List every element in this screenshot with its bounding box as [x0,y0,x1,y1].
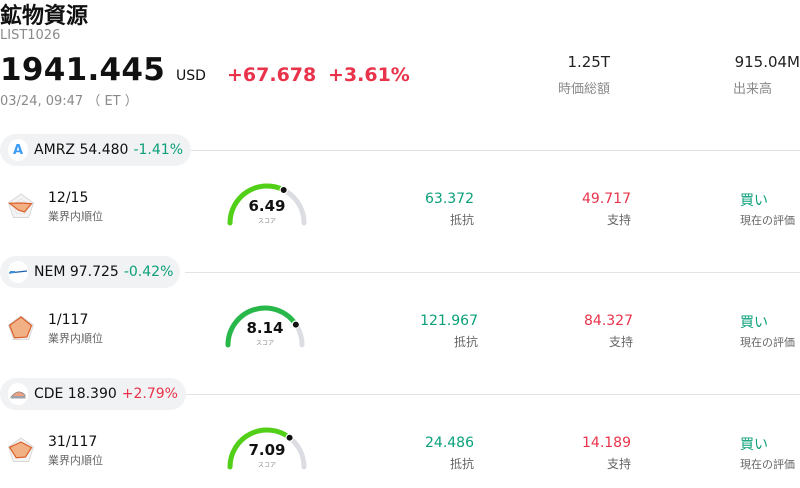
support-value: 14.189 [582,435,631,451]
support-value: 84.327 [584,313,633,329]
page-title: 鉱物資源 [0,4,89,29]
volume-label: 出来高 [732,82,772,97]
gauge-needle-dot [279,185,288,195]
score-gauge [225,305,305,348]
ticker-change: -0.42% [123,264,174,280]
score-label: スコア [257,462,276,469]
rating-label: 現在の評価 [740,336,795,349]
industry-rank-label: 業界内順位 [48,332,103,345]
ticker-pill[interactable]: CDE 18.390 +2.79% [0,378,186,410]
industry-rank-value: 31/117 [48,434,98,450]
support-label: 支持 [606,457,631,471]
support-label: 支持 [606,213,631,227]
rank-radar-icon [8,315,34,340]
index-code: LIST1026 [0,28,61,43]
resistance-label: 抵抗 [449,457,474,471]
ticker-price: CDE 18.390 [33,386,117,402]
quote-timestamp: 03/24, 09:47 （ ET ） [0,94,138,109]
cde-logo-icon [8,383,28,405]
score-label: スコア [255,340,274,347]
rating-value: 買い [740,437,768,453]
section-divider [185,150,800,151]
ticker-change: +2.79% [121,386,178,402]
gauge-needle-dot [285,433,294,442]
rating-value: 買い [740,315,768,331]
score-gauge [227,427,307,470]
industry-rank-value: 1/117 [48,312,89,328]
score-label: スコア [257,218,276,225]
amrz-logo-icon: A [8,139,29,161]
score-value: 6.49 [248,197,286,215]
score-value: 8.14 [246,319,284,337]
section-divider [185,272,800,273]
section-divider [185,394,800,395]
industry-rank-value: 12/15 [48,190,89,206]
market-cap-value: 1.25T [567,53,610,71]
rating-value: 買い [740,193,768,209]
currency-label: USD [176,68,206,84]
ticker-pill[interactable]: A AMRZ 54.480 -1.41% [0,134,191,166]
industry-rank-label: 業界内順位 [48,210,103,223]
score-gauge [227,183,307,226]
rating-label: 現在の評価 [740,214,795,227]
resistance-label: 抵抗 [449,213,474,227]
nem-logo-icon [8,261,28,283]
price-change-percent: +3.61% [328,64,410,86]
score-value: 7.09 [248,441,286,459]
resistance-value: 63.372 [425,191,474,207]
support-value: 49.717 [582,191,631,207]
rating-label: 現在の評価 [740,458,795,471]
resistance-value: 121.967 [420,313,478,329]
resistance-label: 抵抗 [453,335,478,349]
price-change: +67.678 [227,64,317,86]
gauge-needle-dot [291,320,301,329]
support-label: 支持 [608,335,633,349]
volume-value: 915.04M [734,53,800,71]
rank-radar-icon [8,437,34,462]
ticker-pill[interactable]: NEM 97.725 -0.42% [0,256,180,288]
rank-radar-icon [7,193,34,218]
ticker-price: NEM 97.725 [34,264,119,280]
ticker-price: AMRZ 54.480 [34,142,129,158]
industry-rank-label: 業界内順位 [48,454,103,467]
market-cap-label: 時価総額 [557,82,610,97]
ticker-change: -1.41% [133,142,183,158]
resistance-value: 24.486 [425,435,474,451]
index-price: 1941.445 [0,52,166,88]
